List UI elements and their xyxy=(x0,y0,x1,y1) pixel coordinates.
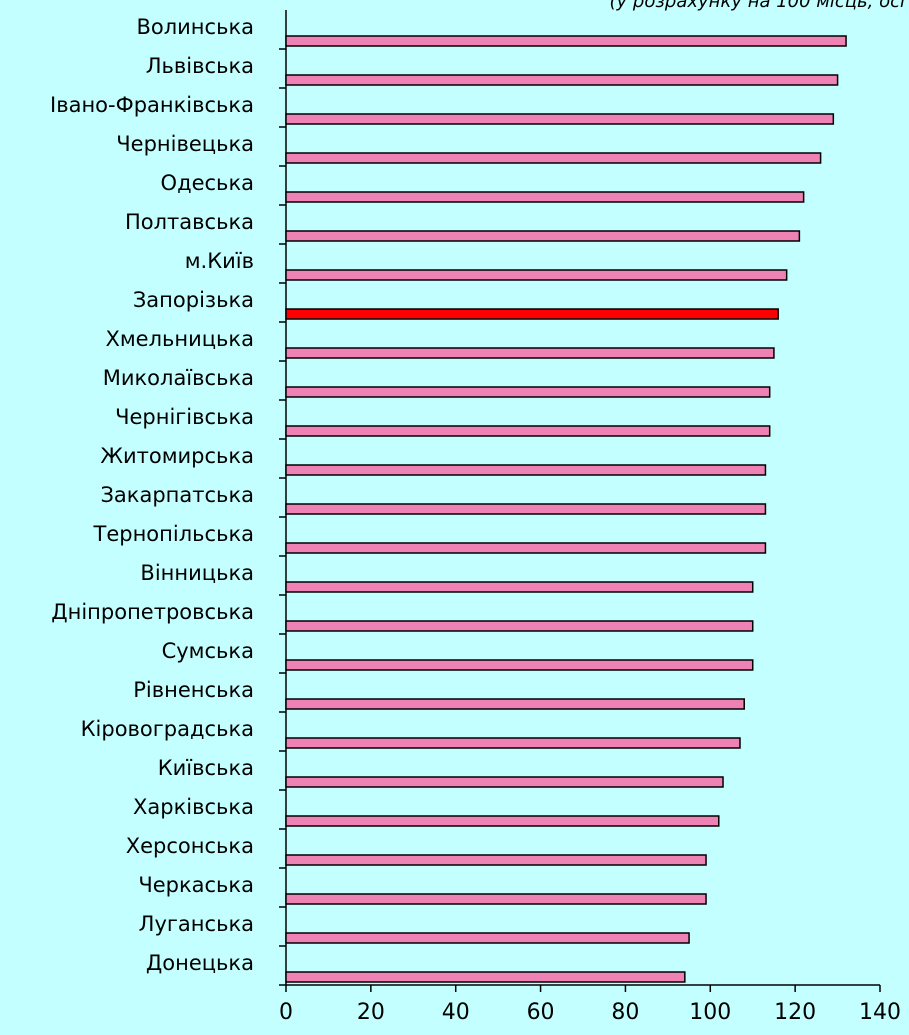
bar xyxy=(285,737,741,749)
y-tick-label: Донецька xyxy=(146,951,254,975)
bar xyxy=(285,308,779,320)
y-tick-label: Черкаська xyxy=(138,873,254,897)
y-tick-label: Дніпропетровська xyxy=(51,600,254,624)
y-tick-label: Хмельницька xyxy=(105,327,254,351)
y-tick-label: Івано-Франківська xyxy=(50,93,254,117)
bar xyxy=(285,113,835,125)
x-tick-label: 140 xyxy=(859,1000,901,1025)
bar xyxy=(285,581,754,593)
x-tick-label: 100 xyxy=(689,1000,731,1025)
bar xyxy=(285,893,707,905)
bar xyxy=(285,854,707,866)
y-tick-label: Харківська xyxy=(133,795,254,819)
bar xyxy=(285,815,720,827)
bar xyxy=(285,932,690,944)
y-tick-label: Рівненська xyxy=(133,678,254,702)
bar xyxy=(285,230,801,242)
y-tick-label: Тернопільська xyxy=(93,522,255,546)
y-tick-label: Сумська xyxy=(162,639,254,663)
x-tick-label: 40 xyxy=(442,1000,470,1025)
y-tick-label: Херсонська xyxy=(126,834,254,858)
y-tick-label: Луганська xyxy=(139,912,254,936)
bar xyxy=(285,191,805,203)
bar xyxy=(285,425,771,437)
bar xyxy=(285,971,686,983)
chart-subtitle: (у розрахунку на 100 місць, осі xyxy=(610,0,905,12)
x-tick-label: 60 xyxy=(527,1000,555,1025)
x-tick-label: 20 xyxy=(357,1000,385,1025)
y-tick-label: Чернівецька xyxy=(116,132,254,156)
bar xyxy=(285,620,754,632)
y-tick-label: Вінницька xyxy=(140,561,254,585)
bar xyxy=(285,347,775,359)
bar xyxy=(285,464,767,476)
y-tick-label: Чернігівська xyxy=(115,405,254,429)
bar xyxy=(285,152,822,164)
y-tick-label: Одеська xyxy=(161,171,254,195)
bar xyxy=(285,35,847,47)
y-tick-label: Кіровоградська xyxy=(81,717,254,741)
y-tick-label: Волинська xyxy=(136,15,254,39)
y-tick-label: Миколаївська xyxy=(103,366,254,390)
x-tick-label: 120 xyxy=(774,1000,816,1025)
bar xyxy=(285,269,788,281)
y-tick-label: м.Київ xyxy=(185,249,254,273)
y-tick-label: Полтавська xyxy=(125,210,254,234)
bar xyxy=(285,776,724,788)
y-tick-label: Житомирська xyxy=(100,444,254,468)
y-tick-label: Закарпатська xyxy=(100,483,254,507)
bar xyxy=(285,74,839,86)
y-tick-label: Львівська xyxy=(146,54,254,78)
y-tick-label: Запорізька xyxy=(133,288,254,312)
x-tick-label: 0 xyxy=(279,1000,293,1025)
bar xyxy=(285,503,767,515)
bar xyxy=(285,659,754,671)
y-tick-label: Київська xyxy=(158,756,254,780)
x-tick-label: 80 xyxy=(611,1000,639,1025)
bar xyxy=(285,542,767,554)
bar xyxy=(285,698,745,710)
bar xyxy=(285,386,771,398)
